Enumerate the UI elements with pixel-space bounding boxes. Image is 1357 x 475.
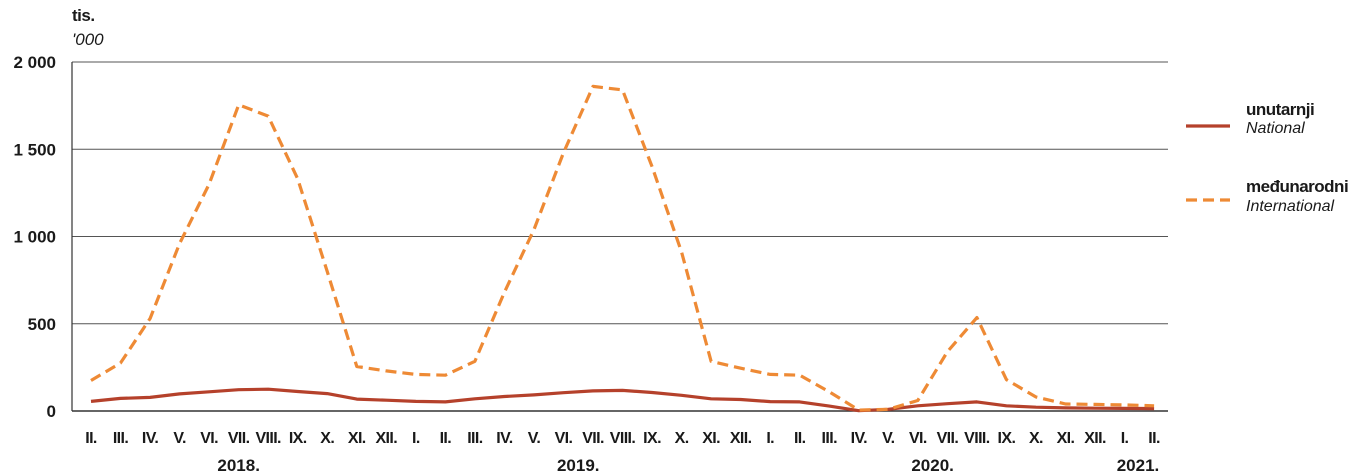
x-tick-label: V. [882, 430, 895, 447]
y-axis-ticks: 0 500 1 000 1 500 2 000 [13, 53, 56, 421]
year-label: 2018. [217, 456, 260, 475]
series-lines [90, 84, 1155, 413]
x-tick-label: XI. [1057, 430, 1075, 447]
x-tick-label: VIII. [255, 430, 281, 447]
legend-label-national: National [1246, 120, 1305, 137]
x-tick-label: X. [1029, 430, 1043, 447]
x-tick-label: X. [320, 430, 334, 447]
x-tick-label: XI. [702, 430, 720, 447]
y-unit-label-en: '000 [72, 30, 104, 49]
y-tick-label: 500 [28, 315, 56, 334]
x-tick-label: VI. [200, 430, 218, 447]
x-tick-label: II. [1148, 430, 1160, 447]
y-tick-label: 1 000 [13, 228, 56, 247]
x-tick-label: VIII. [610, 430, 636, 447]
x-tick-label: II. [85, 430, 97, 447]
x-tick-label: VI. [909, 430, 927, 447]
x-tick-label: III. [113, 430, 129, 447]
x-tick-label: IV. [142, 430, 158, 447]
year-label: 2020. [911, 456, 954, 475]
x-tick-label: XII. [730, 430, 752, 447]
x-tick-label: I. [1121, 430, 1129, 447]
x-tick-label: XII. [375, 430, 397, 447]
x-tick-label: I. [766, 430, 774, 447]
x-tick-label: I. [412, 430, 420, 447]
y-tick-label: 1 500 [13, 140, 56, 159]
x-tick-label: IV. [851, 430, 867, 447]
x-tick-label: X. [675, 430, 689, 447]
x-tick-label: VIII. [964, 430, 990, 447]
year-label: 2021. [1117, 456, 1160, 475]
x-tick-label: IV. [496, 430, 512, 447]
legend-label-international: International [1246, 198, 1335, 215]
x-tick-label: VII. [582, 430, 604, 447]
grid-lines [71, 61, 1168, 412]
legend-label-unutarnji: unutarnji [1246, 100, 1315, 119]
series-line-0 [90, 387, 1155, 413]
x-tick-label: VI. [555, 430, 573, 447]
y-tick-label: 2 000 [13, 53, 56, 72]
y-unit-label: tis. [72, 6, 95, 25]
year-label: 2019. [557, 456, 600, 475]
x-tick-label: IX. [643, 430, 661, 447]
legend-label-medunarodni: međunarodni [1246, 177, 1349, 196]
year-labels: 2018. 2019. 2020. 2021. [217, 456, 1159, 475]
x-tick-label: II. [440, 430, 452, 447]
x-tick-label: XII. [1084, 430, 1106, 447]
x-tick-label: V. [528, 430, 541, 447]
x-tick-label: VII. [228, 430, 250, 447]
y-tick-label: 0 [47, 402, 56, 421]
x-tick-label: XI. [348, 430, 366, 447]
legend-swatches [1186, 124, 1230, 202]
series-line-1 [90, 84, 1155, 412]
x-tick-label: V. [173, 430, 186, 447]
x-tick-label: VII. [937, 430, 959, 447]
x-tick-label: III. [467, 430, 483, 447]
x-tick-label: II. [794, 430, 806, 447]
x-tick-label: IX. [289, 430, 307, 447]
x-tick-label: III. [822, 430, 838, 447]
x-tick-label: IX. [998, 430, 1016, 447]
x-axis-ticks: II. III. IV. V. VI. VII. VIII. IX. X. XI. XII. I. II… [85, 430, 1160, 447]
